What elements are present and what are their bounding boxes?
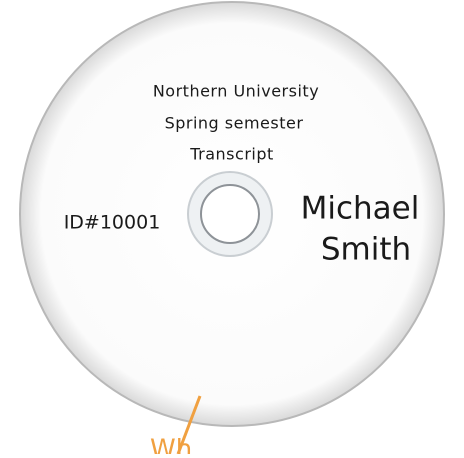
label-line: Transcript	[189, 145, 274, 164]
center-hole	[201, 185, 259, 243]
last-name: Smith	[321, 232, 411, 268]
student-id: ID#10001	[64, 212, 161, 234]
label-line: Spring semester	[165, 114, 304, 133]
first-name: Michael	[301, 191, 420, 227]
page: {"disc": {"lines": ["Northern University…	[0, 0, 464, 454]
label-line: Northern University	[153, 82, 319, 101]
cd-illustration: Northern University Spring semester Tran…	[0, 0, 464, 454]
